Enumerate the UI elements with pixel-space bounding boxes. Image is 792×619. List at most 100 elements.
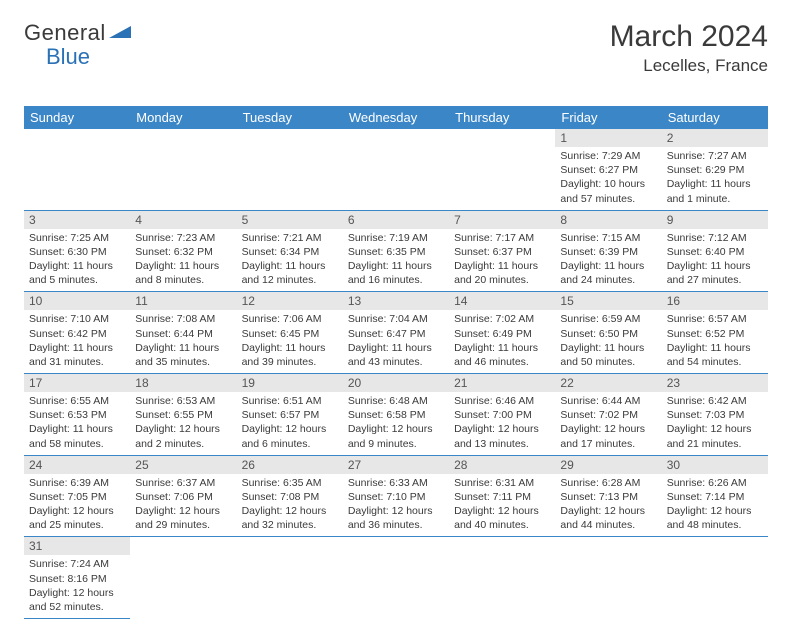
day-number: 23 — [662, 374, 768, 392]
day-data: Sunrise: 7:19 AMSunset: 6:35 PMDaylight:… — [343, 229, 449, 292]
calendar-day-cell: 31Sunrise: 7:24 AMSunset: 8:16 PMDayligh… — [24, 537, 130, 619]
day-number: 19 — [237, 374, 343, 392]
location-label: Lecelles, France — [610, 56, 768, 76]
day-data: Sunrise: 7:15 AMSunset: 6:39 PMDaylight:… — [555, 229, 661, 292]
calendar-day-cell: 18Sunrise: 6:53 AMSunset: 6:55 PMDayligh… — [130, 374, 236, 456]
calendar-day-cell — [662, 537, 768, 619]
calendar-week-row: 24Sunrise: 6:39 AMSunset: 7:05 PMDayligh… — [24, 455, 768, 537]
day-number: 7 — [449, 211, 555, 229]
calendar-day-cell: 15Sunrise: 6:59 AMSunset: 6:50 PMDayligh… — [555, 292, 661, 374]
day-number: 18 — [130, 374, 236, 392]
calendar-day-cell: 5Sunrise: 7:21 AMSunset: 6:34 PMDaylight… — [237, 210, 343, 292]
day-data: Sunrise: 7:12 AMSunset: 6:40 PMDaylight:… — [662, 229, 768, 292]
weekday-header: Friday — [555, 106, 661, 129]
calendar-day-cell — [343, 129, 449, 210]
day-number: 2 — [662, 129, 768, 147]
day-number: 4 — [130, 211, 236, 229]
day-data: Sunrise: 7:17 AMSunset: 6:37 PMDaylight:… — [449, 229, 555, 292]
day-number: 15 — [555, 292, 661, 310]
calendar-day-cell: 6Sunrise: 7:19 AMSunset: 6:35 PMDaylight… — [343, 210, 449, 292]
calendar-day-cell: 21Sunrise: 6:46 AMSunset: 7:00 PMDayligh… — [449, 374, 555, 456]
calendar-day-cell: 28Sunrise: 6:31 AMSunset: 7:11 PMDayligh… — [449, 455, 555, 537]
calendar-day-cell: 19Sunrise: 6:51 AMSunset: 6:57 PMDayligh… — [237, 374, 343, 456]
calendar-day-cell: 14Sunrise: 7:02 AMSunset: 6:49 PMDayligh… — [449, 292, 555, 374]
day-number: 11 — [130, 292, 236, 310]
day-number: 24 — [24, 456, 130, 474]
calendar-day-cell: 10Sunrise: 7:10 AMSunset: 6:42 PMDayligh… — [24, 292, 130, 374]
day-data: Sunrise: 7:29 AMSunset: 6:27 PMDaylight:… — [555, 147, 661, 210]
calendar-day-cell: 9Sunrise: 7:12 AMSunset: 6:40 PMDaylight… — [662, 210, 768, 292]
day-number: 1 — [555, 129, 661, 147]
weekday-header: Saturday — [662, 106, 768, 129]
brand-logo: General — [24, 20, 131, 46]
day-data: Sunrise: 6:28 AMSunset: 7:13 PMDaylight:… — [555, 474, 661, 537]
calendar-day-cell: 13Sunrise: 7:04 AMSunset: 6:47 PMDayligh… — [343, 292, 449, 374]
weekday-header: Thursday — [449, 106, 555, 129]
day-number: 10 — [24, 292, 130, 310]
day-data: Sunrise: 6:26 AMSunset: 7:14 PMDaylight:… — [662, 474, 768, 537]
day-data: Sunrise: 7:06 AMSunset: 6:45 PMDaylight:… — [237, 310, 343, 373]
calendar-day-cell: 16Sunrise: 6:57 AMSunset: 6:52 PMDayligh… — [662, 292, 768, 374]
day-number: 25 — [130, 456, 236, 474]
calendar-day-cell — [237, 537, 343, 619]
flag-icon — [109, 24, 131, 40]
day-data: Sunrise: 6:53 AMSunset: 6:55 PMDaylight:… — [130, 392, 236, 455]
day-data: Sunrise: 6:59 AMSunset: 6:50 PMDaylight:… — [555, 310, 661, 373]
day-data: Sunrise: 6:57 AMSunset: 6:52 PMDaylight:… — [662, 310, 768, 373]
calendar-day-cell — [237, 129, 343, 210]
month-title: March 2024 — [610, 20, 768, 54]
calendar-day-cell: 20Sunrise: 6:48 AMSunset: 6:58 PMDayligh… — [343, 374, 449, 456]
calendar-day-cell: 8Sunrise: 7:15 AMSunset: 6:39 PMDaylight… — [555, 210, 661, 292]
calendar-table: SundayMondayTuesdayWednesdayThursdayFrid… — [24, 106, 768, 619]
day-number: 12 — [237, 292, 343, 310]
day-number: 17 — [24, 374, 130, 392]
day-data: Sunrise: 7:23 AMSunset: 6:32 PMDaylight:… — [130, 229, 236, 292]
day-data: Sunrise: 6:39 AMSunset: 7:05 PMDaylight:… — [24, 474, 130, 537]
weekday-header: Sunday — [24, 106, 130, 129]
calendar-day-cell: 7Sunrise: 7:17 AMSunset: 6:37 PMDaylight… — [449, 210, 555, 292]
calendar-day-cell — [130, 129, 236, 210]
calendar-day-cell: 4Sunrise: 7:23 AMSunset: 6:32 PMDaylight… — [130, 210, 236, 292]
day-data: Sunrise: 7:24 AMSunset: 8:16 PMDaylight:… — [24, 555, 130, 618]
day-data: Sunrise: 7:21 AMSunset: 6:34 PMDaylight:… — [237, 229, 343, 292]
title-block: March 2024 Lecelles, France — [610, 20, 768, 76]
calendar-day-cell: 12Sunrise: 7:06 AMSunset: 6:45 PMDayligh… — [237, 292, 343, 374]
calendar-day-cell: 22Sunrise: 6:44 AMSunset: 7:02 PMDayligh… — [555, 374, 661, 456]
day-number: 13 — [343, 292, 449, 310]
weekday-header: Wednesday — [343, 106, 449, 129]
brand-part2-wrap: Blue — [46, 44, 90, 70]
day-data: Sunrise: 6:33 AMSunset: 7:10 PMDaylight:… — [343, 474, 449, 537]
day-data: Sunrise: 7:25 AMSunset: 6:30 PMDaylight:… — [24, 229, 130, 292]
calendar-week-row: 1Sunrise: 7:29 AMSunset: 6:27 PMDaylight… — [24, 129, 768, 210]
calendar-head: SundayMondayTuesdayWednesdayThursdayFrid… — [24, 106, 768, 129]
day-data: Sunrise: 6:37 AMSunset: 7:06 PMDaylight:… — [130, 474, 236, 537]
day-number: 21 — [449, 374, 555, 392]
calendar-week-row: 3Sunrise: 7:25 AMSunset: 6:30 PMDaylight… — [24, 210, 768, 292]
day-number: 26 — [237, 456, 343, 474]
calendar-day-cell: 24Sunrise: 6:39 AMSunset: 7:05 PMDayligh… — [24, 455, 130, 537]
brand-part2: Blue — [46, 44, 90, 69]
day-data: Sunrise: 6:55 AMSunset: 6:53 PMDaylight:… — [24, 392, 130, 455]
calendar-week-row: 31Sunrise: 7:24 AMSunset: 8:16 PMDayligh… — [24, 537, 768, 619]
calendar-day-cell: 2Sunrise: 7:27 AMSunset: 6:29 PMDaylight… — [662, 129, 768, 210]
calendar-day-cell: 25Sunrise: 6:37 AMSunset: 7:06 PMDayligh… — [130, 455, 236, 537]
day-number: 28 — [449, 456, 555, 474]
calendar-day-cell — [24, 129, 130, 210]
day-data: Sunrise: 6:44 AMSunset: 7:02 PMDaylight:… — [555, 392, 661, 455]
calendar-day-cell: 26Sunrise: 6:35 AMSunset: 7:08 PMDayligh… — [237, 455, 343, 537]
day-data: Sunrise: 6:48 AMSunset: 6:58 PMDaylight:… — [343, 392, 449, 455]
day-data: Sunrise: 7:10 AMSunset: 6:42 PMDaylight:… — [24, 310, 130, 373]
day-data: Sunrise: 7:04 AMSunset: 6:47 PMDaylight:… — [343, 310, 449, 373]
calendar-day-cell — [343, 537, 449, 619]
calendar-day-cell: 23Sunrise: 6:42 AMSunset: 7:03 PMDayligh… — [662, 374, 768, 456]
day-data: Sunrise: 6:31 AMSunset: 7:11 PMDaylight:… — [449, 474, 555, 537]
day-number: 14 — [449, 292, 555, 310]
weekday-header: Monday — [130, 106, 236, 129]
day-number: 22 — [555, 374, 661, 392]
weekday-header: Tuesday — [237, 106, 343, 129]
day-number: 20 — [343, 374, 449, 392]
day-data: Sunrise: 6:42 AMSunset: 7:03 PMDaylight:… — [662, 392, 768, 455]
calendar-day-cell — [130, 537, 236, 619]
day-data: Sunrise: 6:51 AMSunset: 6:57 PMDaylight:… — [237, 392, 343, 455]
day-data: Sunrise: 7:08 AMSunset: 6:44 PMDaylight:… — [130, 310, 236, 373]
